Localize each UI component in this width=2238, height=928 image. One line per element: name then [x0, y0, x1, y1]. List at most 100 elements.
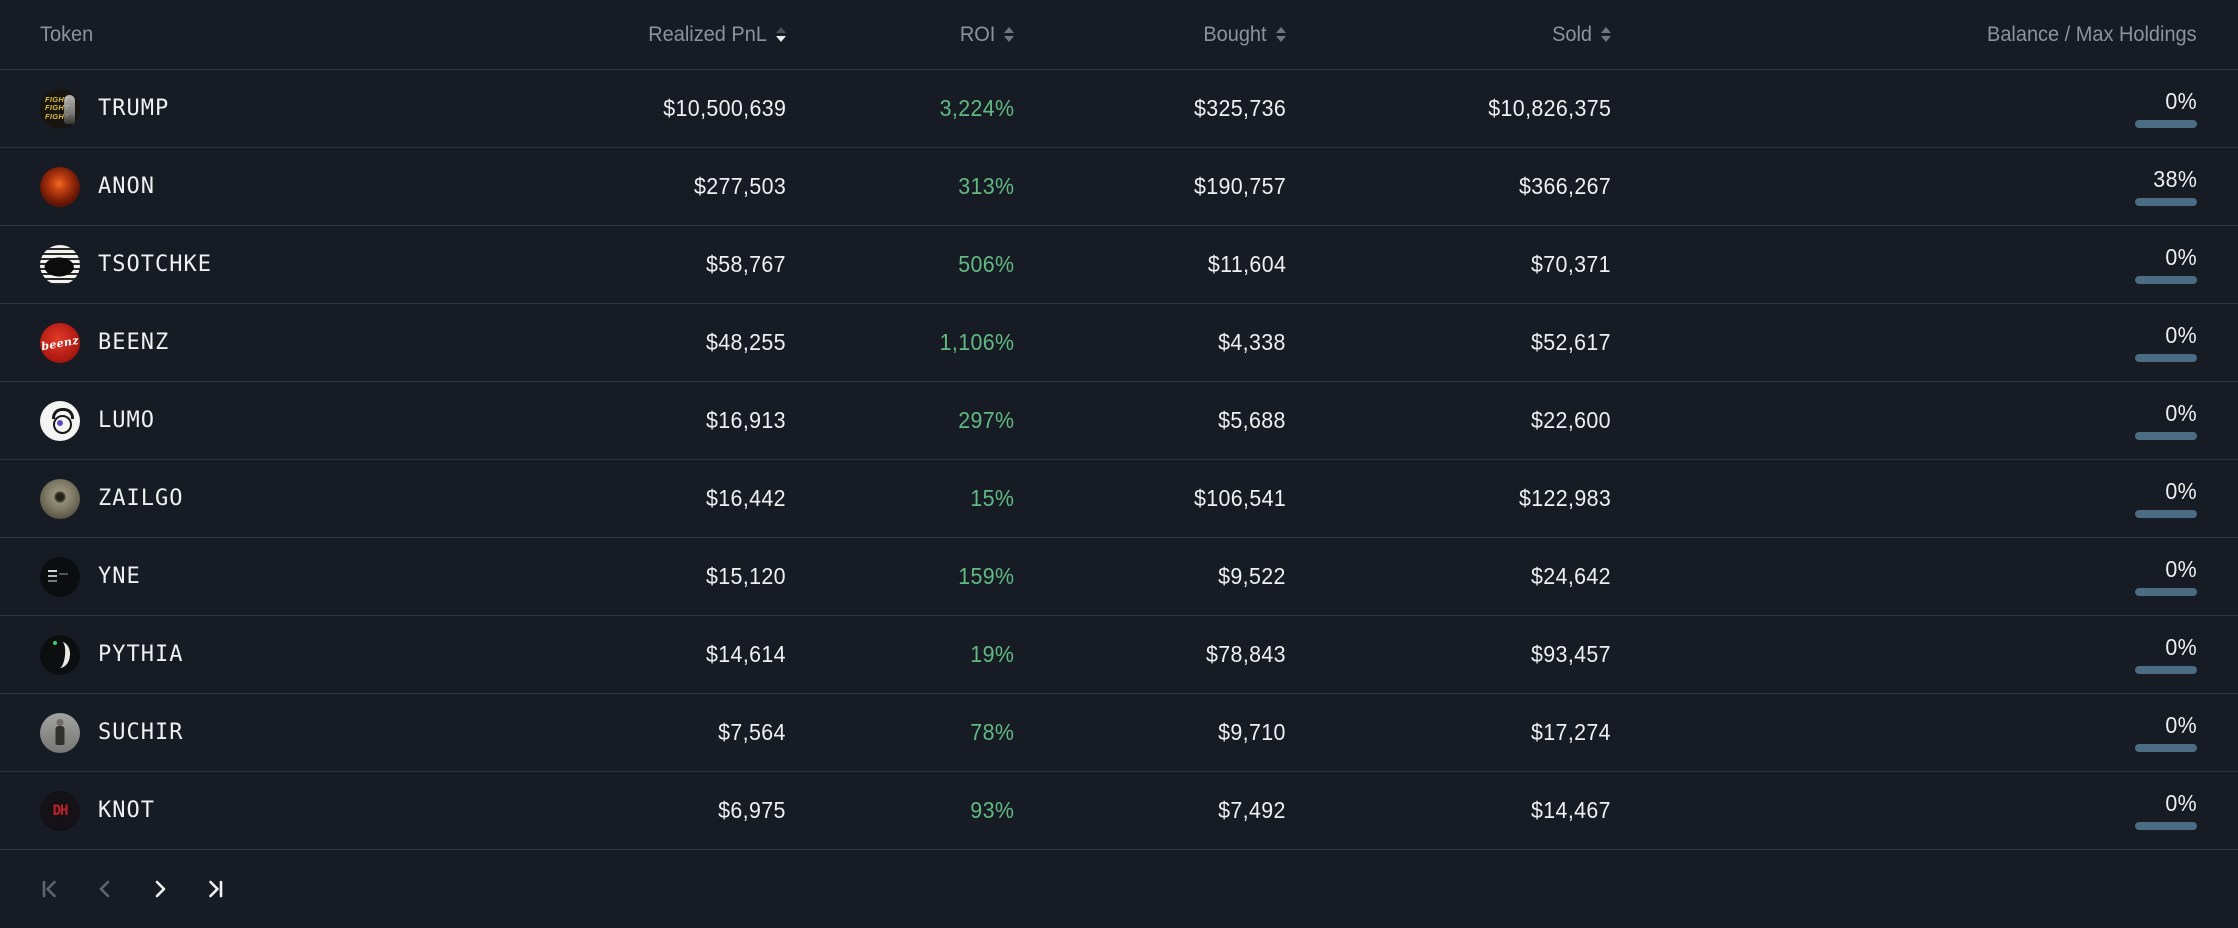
- realized-pnl-value: $58,767: [706, 251, 786, 277]
- token-avatar: [40, 712, 80, 753]
- realized-pnl-cell: $7,564: [536, 719, 786, 746]
- sort-down-icon: [1004, 36, 1014, 42]
- sold-value: $52,617: [1531, 329, 1611, 355]
- balance-cell: 0%: [1611, 791, 2197, 830]
- token-avatar-text: DH: [52, 802, 69, 819]
- token-cell: ANON: [40, 166, 536, 207]
- last-page-button[interactable]: [204, 878, 226, 900]
- sold-cell: $22,600: [1286, 407, 1611, 434]
- balance-cell: 0%: [1611, 401, 2197, 440]
- sold-cell: $93,457: [1286, 641, 1611, 668]
- realized-pnl-value: $10,500,639: [662, 95, 786, 121]
- balance-bar: [2135, 198, 2197, 206]
- balance-percent-value: 0%: [2165, 322, 2197, 348]
- balance-cell: 0%: [1611, 89, 2197, 128]
- bought-value: $4,338: [1218, 329, 1286, 355]
- sort-down-icon: [1601, 36, 1611, 42]
- sold-cell: $14,467: [1286, 797, 1611, 824]
- sort-down-icon: [776, 36, 786, 42]
- token-avatar: beenz: [40, 322, 80, 363]
- roi-cell: 1,106%: [786, 329, 1014, 356]
- bought-cell: $325,736: [1014, 95, 1286, 122]
- column-header-bought[interactable]: Bought: [1014, 23, 1286, 47]
- table-row[interactable]: SUCHIR $7,564 78% $9,710 $17,274 0%: [0, 694, 2238, 772]
- roi-cell: 15%: [786, 485, 1014, 512]
- realized-pnl-cell: $58,767: [536, 251, 786, 278]
- table-row[interactable]: beenz BEENZ $48,255 1,106% $4,338 $52,61…: [0, 304, 2238, 382]
- token-symbol: TSOTCHKE: [98, 252, 212, 277]
- column-header-balance-max-holdings: Balance / Max Holdings: [1611, 23, 2197, 47]
- roi-value: 506%: [957, 251, 1014, 277]
- token-symbol: SUCHIR: [98, 720, 184, 745]
- token-cell: FIGHT FIGHT FIGHT TRUMP: [40, 88, 536, 129]
- realized-pnl-cell: $277,503: [536, 173, 786, 200]
- roi-cell: 506%: [786, 251, 1014, 278]
- balance-bar: [2135, 120, 2197, 128]
- next-page-button[interactable]: [149, 878, 171, 900]
- balance-percent-value: 0%: [2165, 712, 2197, 738]
- bought-value: $5,688: [1218, 407, 1286, 433]
- token-avatar-text: [40, 167, 80, 207]
- balance-bar: [2135, 354, 2197, 362]
- balance-percent-value: 0%: [2165, 244, 2197, 270]
- token-avatar: [40, 166, 80, 207]
- token-cell: TSOTCHKE: [40, 244, 536, 285]
- bought-cell: $9,710: [1014, 719, 1286, 746]
- table-row[interactable]: YNE $15,120 159% $9,522 $24,642 0%: [0, 538, 2238, 616]
- token-avatar-text: FIGHT FIGHT FIGHT: [45, 94, 69, 121]
- realized-pnl-value: $16,442: [706, 485, 786, 511]
- sold-value: $10,826,375: [1487, 95, 1611, 121]
- sort-up-icon: [1276, 27, 1286, 33]
- roi-cell: 313%: [786, 173, 1014, 200]
- table-row[interactable]: DH KNOT $6,975 93% $7,492 $14,467 0%: [0, 772, 2238, 850]
- realized-pnl-cell: $6,975: [536, 797, 786, 824]
- balance-percent-value: 38%: [2153, 166, 2197, 192]
- bought-cell: $5,688: [1014, 407, 1286, 434]
- token-avatar: [40, 400, 80, 441]
- table-row[interactable]: TSOTCHKE $58,767 506% $11,604 $70,371 0%: [0, 226, 2238, 304]
- table-row[interactable]: PYTHIA $14,614 19% $78,843 $93,457 0%: [0, 616, 2238, 694]
- roi-cell: 78%: [786, 719, 1014, 746]
- roi-cell: 3,224%: [786, 95, 1014, 122]
- balance-percent-value: 0%: [2165, 790, 2197, 816]
- column-header-roi[interactable]: ROI: [786, 23, 1014, 47]
- token-avatar-text: [40, 713, 80, 753]
- balance-cell: 0%: [1611, 713, 2197, 752]
- bought-value: $11,604: [1207, 251, 1286, 277]
- balance-bar: [2135, 588, 2197, 596]
- sort-up-icon: [776, 27, 786, 33]
- roi-cell: 297%: [786, 407, 1014, 434]
- token-cell: LUMO: [40, 400, 536, 441]
- roi-value: 19%: [970, 641, 1014, 667]
- table-row[interactable]: ANON $277,503 313% $190,757 $366,267 38%: [0, 148, 2238, 226]
- first-page-button[interactable]: [39, 878, 61, 900]
- roi-value: 1,106%: [939, 329, 1014, 355]
- bought-cell: $78,843: [1014, 641, 1286, 668]
- previous-page-button[interactable]: [94, 878, 116, 900]
- sold-cell: $70,371: [1286, 251, 1611, 278]
- roi-value: 297%: [957, 407, 1014, 433]
- token-symbol: KNOT: [98, 798, 155, 823]
- bought-cell: $106,541: [1014, 485, 1286, 512]
- roi-value: 93%: [970, 797, 1014, 823]
- balance-cell: 0%: [1611, 245, 2197, 284]
- table-row[interactable]: LUMO $16,913 297% $5,688 $22,600 0%: [0, 382, 2238, 460]
- bought-value: $9,522: [1218, 563, 1286, 589]
- chevron-right-icon: [155, 880, 166, 898]
- column-header-sold[interactable]: Sold: [1286, 23, 1611, 47]
- token-symbol: YNE: [98, 564, 141, 589]
- sold-cell: $366,267: [1286, 173, 1611, 200]
- first-page-icon: [42, 880, 56, 898]
- token-avatar: DH: [40, 790, 80, 831]
- sold-value: $93,457: [1531, 641, 1611, 667]
- token-cell: beenz BEENZ: [40, 322, 536, 363]
- column-header-realized-pnl[interactable]: Realized PnL: [536, 23, 786, 47]
- table-row[interactable]: FIGHT FIGHT FIGHT TRUMP $10,500,639 3,22…: [0, 70, 2238, 148]
- sold-value: $70,371: [1531, 251, 1611, 277]
- token-avatar: [40, 634, 80, 675]
- column-header-bought-label: Bought: [1203, 22, 1267, 46]
- table-row[interactable]: ZAILGO $16,442 15% $106,541 $122,983 0%: [0, 460, 2238, 538]
- sort-icon: [1601, 27, 1611, 42]
- balance-cell: 0%: [1611, 635, 2197, 674]
